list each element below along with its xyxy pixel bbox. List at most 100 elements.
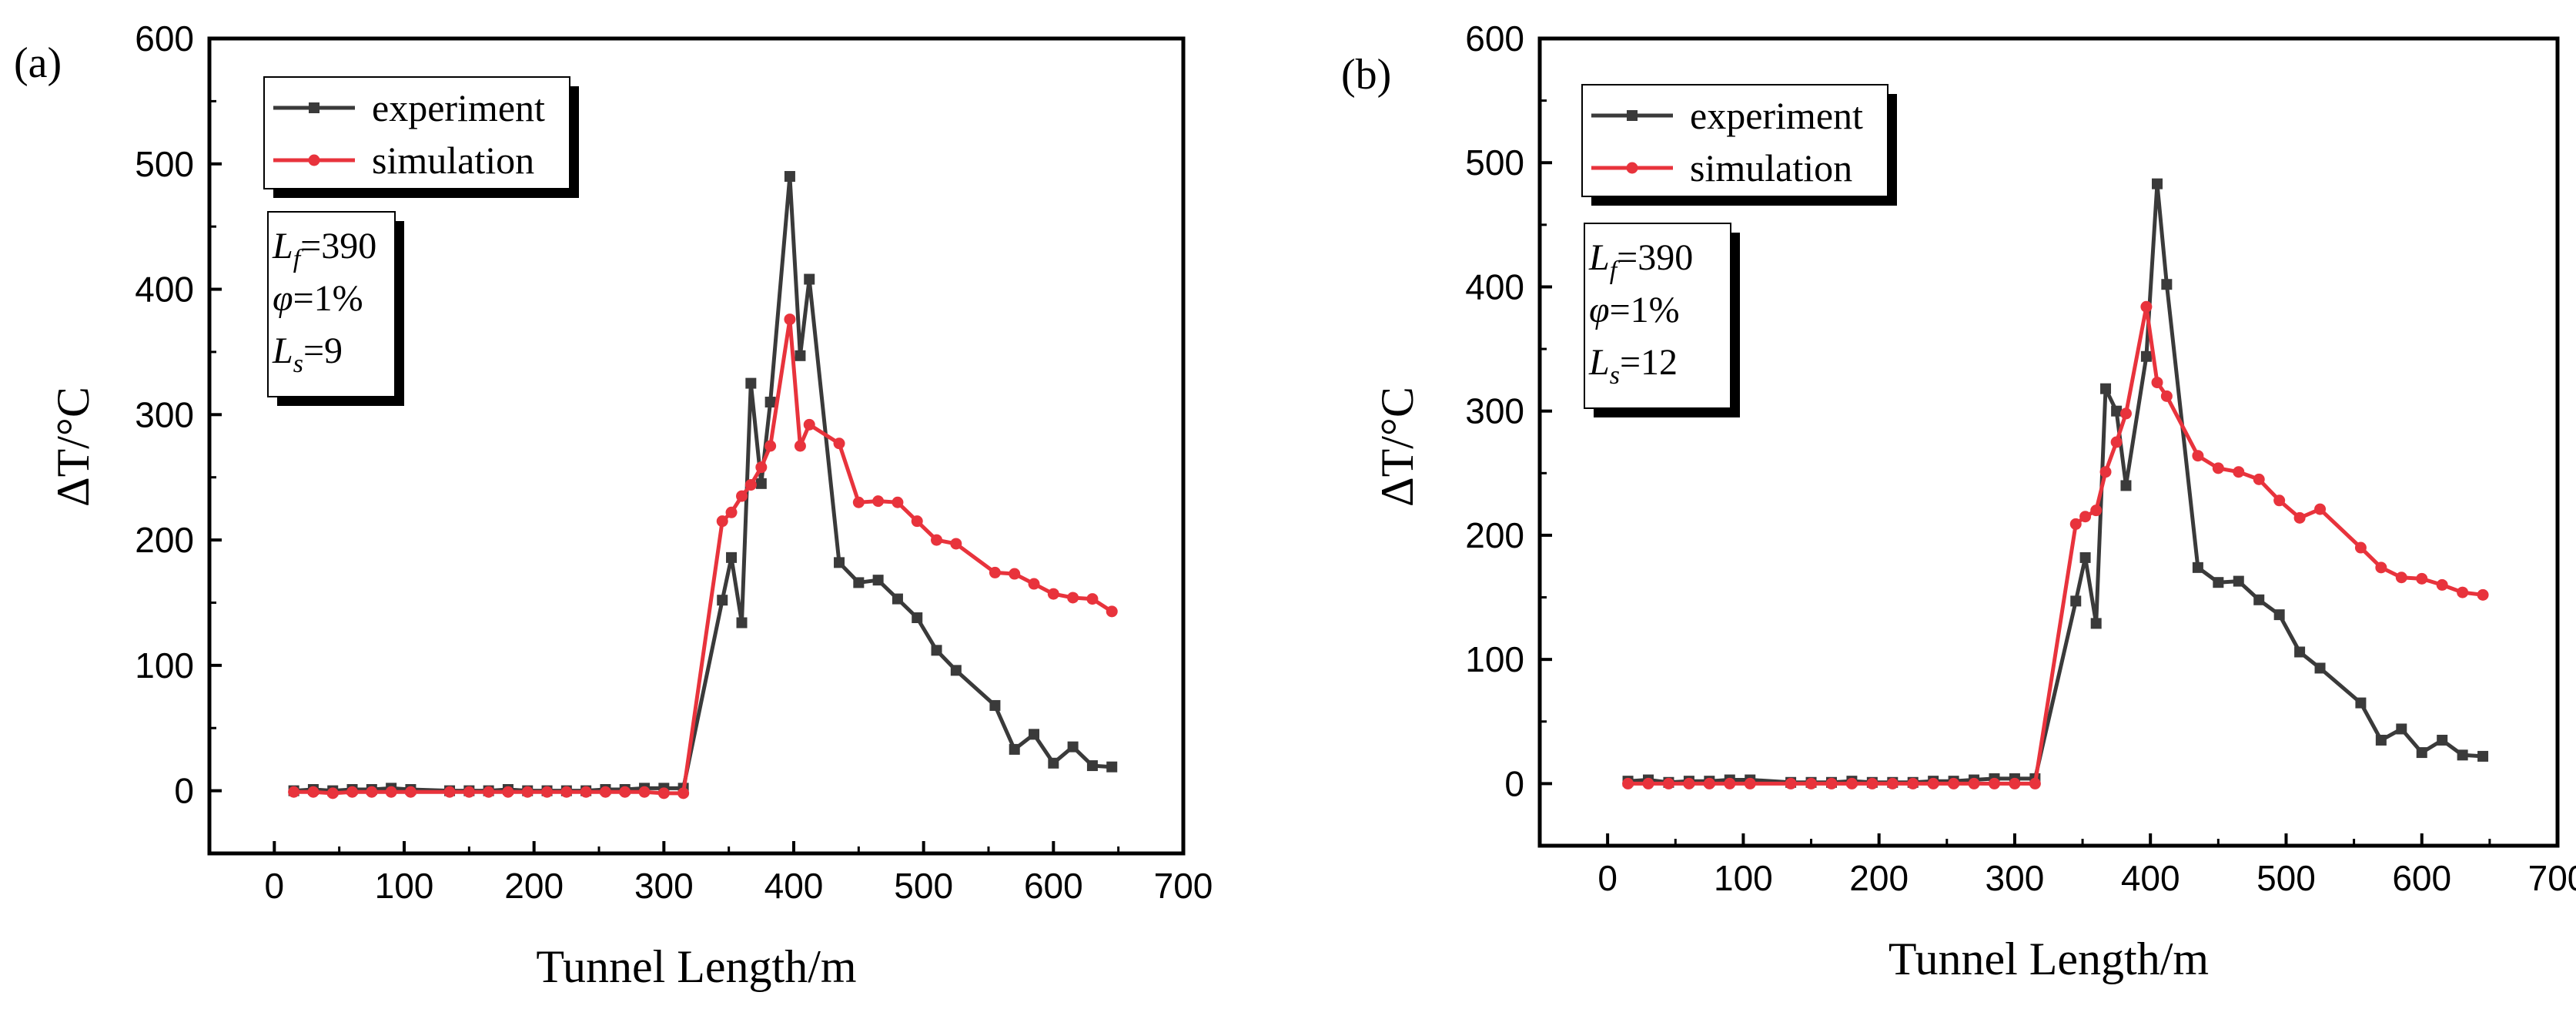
y-tick-label: 500 xyxy=(1465,142,1524,183)
param-line: Lf=390 xyxy=(272,226,376,273)
data-point-simulation xyxy=(2151,377,2163,389)
param-value: =390 xyxy=(300,226,376,266)
data-point-experiment xyxy=(755,478,767,489)
y-tick-label: 0 xyxy=(174,771,194,811)
param-symbol: L xyxy=(1588,342,1610,383)
x-tick-label: 500 xyxy=(2257,858,2316,898)
data-point-experiment xyxy=(2396,723,2407,735)
data-point-simulation xyxy=(1724,777,1736,789)
x-tick-label: 100 xyxy=(1714,858,1773,898)
data-point-simulation xyxy=(619,786,631,798)
legend-marker-simulation xyxy=(1626,162,1638,174)
data-point-simulation xyxy=(736,490,748,502)
panel-b: 0 100 200 300 400 500 600 0 100 200 300 400 500 600 70… xyxy=(1341,18,2576,984)
data-point-simulation xyxy=(404,786,417,798)
data-point-experiment xyxy=(989,699,1001,711)
data-point-experiment xyxy=(2477,750,2489,762)
legend-marker-experiment xyxy=(1627,110,1638,121)
data-point-experiment xyxy=(872,575,884,586)
params-box xyxy=(267,211,396,397)
param-line: φ=1% xyxy=(1589,290,1680,330)
x-tick-label: 400 xyxy=(2121,858,2180,898)
data-point-simulation xyxy=(2253,473,2265,485)
data-point-simulation xyxy=(2416,572,2428,585)
data-point-experiment xyxy=(2120,480,2132,491)
data-point-experiment xyxy=(2090,618,2102,629)
data-point-simulation xyxy=(1642,777,1654,789)
series-line-experiment xyxy=(1628,182,2484,785)
data-point-simulation xyxy=(989,566,1001,578)
data-point-experiment xyxy=(2457,749,2468,761)
data-point-experiment xyxy=(804,273,815,285)
y-tick-label: 600 xyxy=(135,18,194,59)
data-point-simulation xyxy=(483,786,495,798)
legend-marker-simulation xyxy=(308,154,320,166)
y-axis-label: ΔT/°C xyxy=(1372,387,1423,507)
data-point-experiment xyxy=(2273,609,2285,621)
data-point-simulation xyxy=(326,787,339,799)
legend-box xyxy=(263,76,570,189)
data-point-simulation xyxy=(385,786,397,798)
data-point-experiment xyxy=(745,377,757,389)
param-symbol: L xyxy=(272,330,293,371)
panel-label: (b) xyxy=(1341,51,1391,99)
data-point-simulation xyxy=(1067,592,1079,604)
data-point-experiment xyxy=(2355,697,2367,709)
data-point-simulation xyxy=(725,506,738,518)
y-tick-label: 600 xyxy=(1465,18,1524,59)
data-point-simulation xyxy=(1948,777,1960,789)
data-point-simulation xyxy=(1047,588,1059,600)
data-point-experiment xyxy=(834,557,845,568)
param-symbol: φ xyxy=(1589,290,1610,330)
y-tick-label: 300 xyxy=(135,394,194,434)
data-point-simulation xyxy=(2140,300,2153,313)
data-point-simulation xyxy=(463,786,475,798)
data-point-simulation xyxy=(1622,777,1634,789)
x-tick-label: 700 xyxy=(1154,866,1213,906)
data-point-experiment xyxy=(931,645,942,656)
data-point-simulation xyxy=(2090,504,2103,517)
x-tick-label: 200 xyxy=(1849,858,1909,898)
legend-label-simulation: simulation xyxy=(1690,146,1852,189)
data-point-simulation xyxy=(1703,777,1715,789)
data-point-experiment xyxy=(2314,662,2326,674)
y-tick-label: 300 xyxy=(1465,391,1524,431)
x-tick-label: 500 xyxy=(894,866,953,906)
y-axis-label: ΔT/°C xyxy=(48,387,99,507)
data-point-experiment xyxy=(2079,551,2091,563)
data-point-simulation xyxy=(2119,407,2132,420)
data-point-experiment xyxy=(892,593,903,605)
series-line-simulation xyxy=(1628,304,2484,786)
data-point-experiment xyxy=(2213,577,2224,588)
data-point-experiment xyxy=(2111,405,2123,417)
data-point-simulation xyxy=(2233,466,2245,478)
plot-frame xyxy=(1537,36,2560,848)
y-tick-label: 100 xyxy=(1465,639,1524,679)
data-point-simulation xyxy=(1907,777,1919,789)
data-point-experiment xyxy=(784,171,795,183)
x-tick-label: 0 xyxy=(1597,858,1618,898)
data-point-experiment xyxy=(2070,595,2082,607)
data-point-simulation xyxy=(1825,777,1838,789)
data-point-simulation xyxy=(892,496,904,508)
data-point-experiment xyxy=(726,551,738,563)
param-symbol: L xyxy=(272,226,293,266)
data-point-simulation xyxy=(1744,777,1756,789)
data-point-experiment xyxy=(2294,646,2306,658)
data-point-simulation xyxy=(950,538,962,550)
data-point-simulation xyxy=(2314,503,2327,515)
data-point-simulation xyxy=(764,440,777,452)
data-point-experiment xyxy=(795,350,806,361)
data-point-simulation xyxy=(307,786,319,798)
x-axis-label: Tunnel Length/m xyxy=(536,941,856,992)
data-point-experiment xyxy=(2161,279,2173,290)
data-point-simulation xyxy=(657,787,670,799)
data-point-simulation xyxy=(2457,586,2469,598)
legend-marker-experiment xyxy=(309,102,319,113)
x-tick-label: 300 xyxy=(1986,858,2045,898)
params-box xyxy=(1584,223,1731,409)
param-line: Lf=390 xyxy=(1588,237,1693,285)
param-line: φ=1% xyxy=(273,278,363,319)
data-point-simulation xyxy=(2099,466,2112,478)
data-point-experiment xyxy=(2416,747,2427,759)
